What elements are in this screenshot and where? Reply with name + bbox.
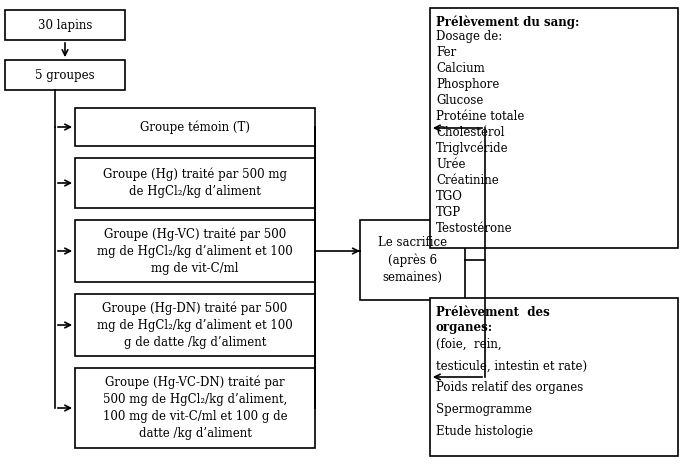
Text: Prélèvement du sang:: Prélèvement du sang: xyxy=(436,15,580,29)
Text: Le sacrifice
(après 6
semaines): Le sacrifice (après 6 semaines) xyxy=(378,236,447,284)
Text: TGP: TGP xyxy=(436,206,461,219)
Text: Urée: Urée xyxy=(436,157,466,171)
Bar xyxy=(75,220,315,282)
Text: Glucose: Glucose xyxy=(436,93,484,107)
Text: Prélèvement  des: Prélèvement des xyxy=(436,306,549,319)
Bar xyxy=(75,368,315,448)
Text: Groupe (Hg-DN) traité par 500
mg de HgCl₂/kg d’aliment et 100
g de datte /kg d’a: Groupe (Hg-DN) traité par 500 mg de HgCl… xyxy=(97,301,293,349)
Text: 5 groupes: 5 groupes xyxy=(35,69,95,82)
Bar xyxy=(75,108,315,146)
Text: Testostérone: Testostérone xyxy=(436,221,512,235)
Text: Groupe témoin (T): Groupe témoin (T) xyxy=(140,120,250,134)
Text: Groupe (Hg-VC-DN) traité par
500 mg de HgCl₂/kg d’aliment,
100 mg de vit-C/ml et: Groupe (Hg-VC-DN) traité par 500 mg de H… xyxy=(103,376,287,440)
Bar xyxy=(75,158,315,208)
Text: testicule, intestin et rate): testicule, intestin et rate) xyxy=(436,359,587,373)
Text: Calcium: Calcium xyxy=(436,62,485,74)
Bar xyxy=(430,8,678,248)
Bar xyxy=(360,220,465,300)
Text: Cholestérol: Cholestérol xyxy=(436,126,504,138)
Text: Poids relatif des organes: Poids relatif des organes xyxy=(436,382,583,394)
Text: Phosphore: Phosphore xyxy=(436,78,499,91)
Bar xyxy=(5,10,125,40)
Text: Spermogramme: Spermogramme xyxy=(436,403,532,417)
Text: Fer: Fer xyxy=(436,46,456,58)
Text: Groupe (Hg) traité par 500 mg
de HgCl₂/kg d’aliment: Groupe (Hg) traité par 500 mg de HgCl₂/k… xyxy=(103,168,287,198)
Text: Protéine totale: Protéine totale xyxy=(436,109,524,122)
Bar xyxy=(75,294,315,356)
Text: Triglvcéride: Triglvcéride xyxy=(436,141,508,155)
Text: 30 lapins: 30 lapins xyxy=(38,18,92,31)
Bar xyxy=(5,60,125,90)
Bar xyxy=(430,298,678,456)
Text: (foie,  rein,: (foie, rein, xyxy=(436,337,501,350)
Text: Groupe (Hg-VC) traité par 500
mg de HgCl₂/kg d’aliment et 100
mg de vit-C/ml: Groupe (Hg-VC) traité par 500 mg de HgCl… xyxy=(97,227,293,275)
Text: Etude histologie: Etude histologie xyxy=(436,426,533,438)
Text: Dosage de:: Dosage de: xyxy=(436,29,502,43)
Text: organes:: organes: xyxy=(436,321,493,335)
Text: TGO: TGO xyxy=(436,190,463,202)
Text: Créatinine: Créatinine xyxy=(436,173,499,186)
